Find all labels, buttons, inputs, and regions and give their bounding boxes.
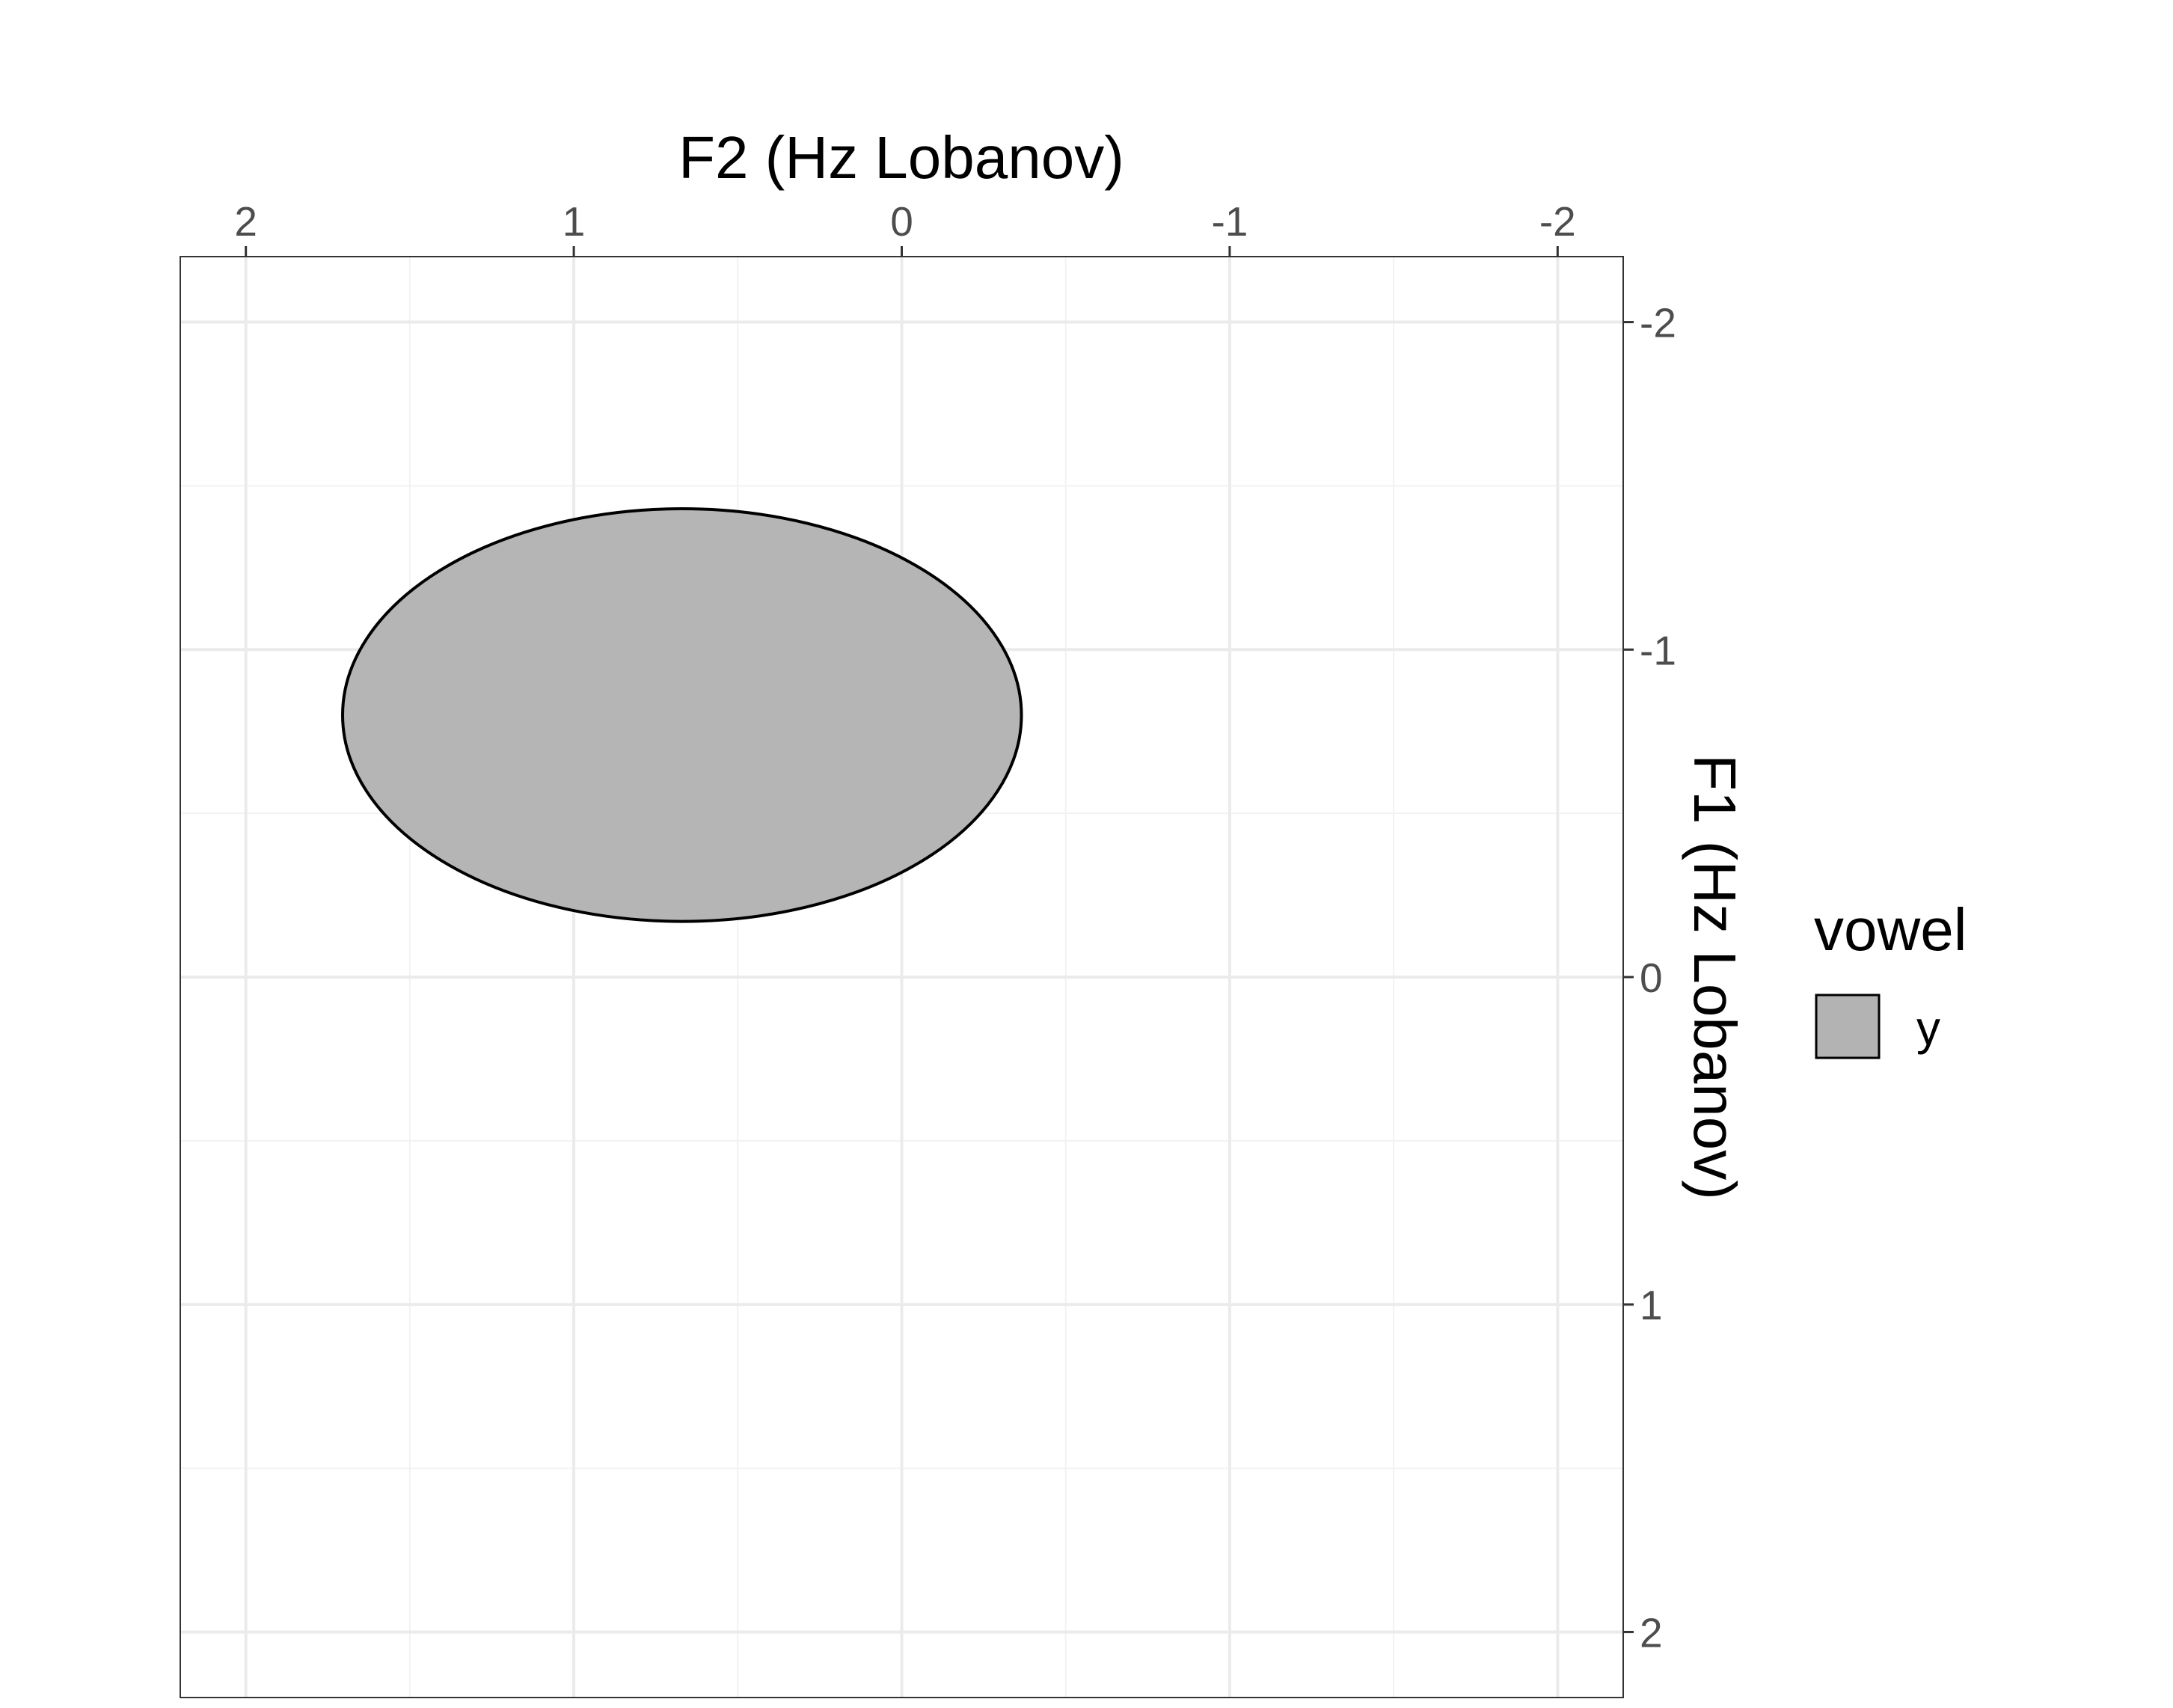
y-tick-label: 0 [1640,955,1663,1001]
legend-key-y [1815,994,1881,1059]
x-axis-ticks: 2 1 0 -1 -2 [234,198,1576,257]
y-tick-label: 2 [1640,1609,1663,1656]
legend-title: vowel [1814,896,1967,963]
legend-label-y: y [1916,1001,1940,1055]
x-tick-label: -1 [1211,198,1248,245]
y-tick-label: 1 [1640,1282,1663,1329]
y-axis-title: F1 (Hz Lobanov) [1682,754,1748,1200]
legend: vowel y [1814,896,1967,1059]
x-tick-label: 1 [563,198,586,245]
y-tick-label: -2 [1640,300,1676,346]
ellipse-y [341,507,1023,923]
x-tick-label: 2 [234,198,257,245]
y-tick-label: -1 [1640,627,1676,673]
x-axis-title: F2 (Hz Lobanov) [678,124,1124,191]
x-tick-label: 0 [890,198,913,245]
y-axis-ticks: -2 -1 0 1 2 [1623,300,1676,1656]
x-tick-label: -2 [1539,198,1576,245]
plot-marks [341,507,1023,923]
